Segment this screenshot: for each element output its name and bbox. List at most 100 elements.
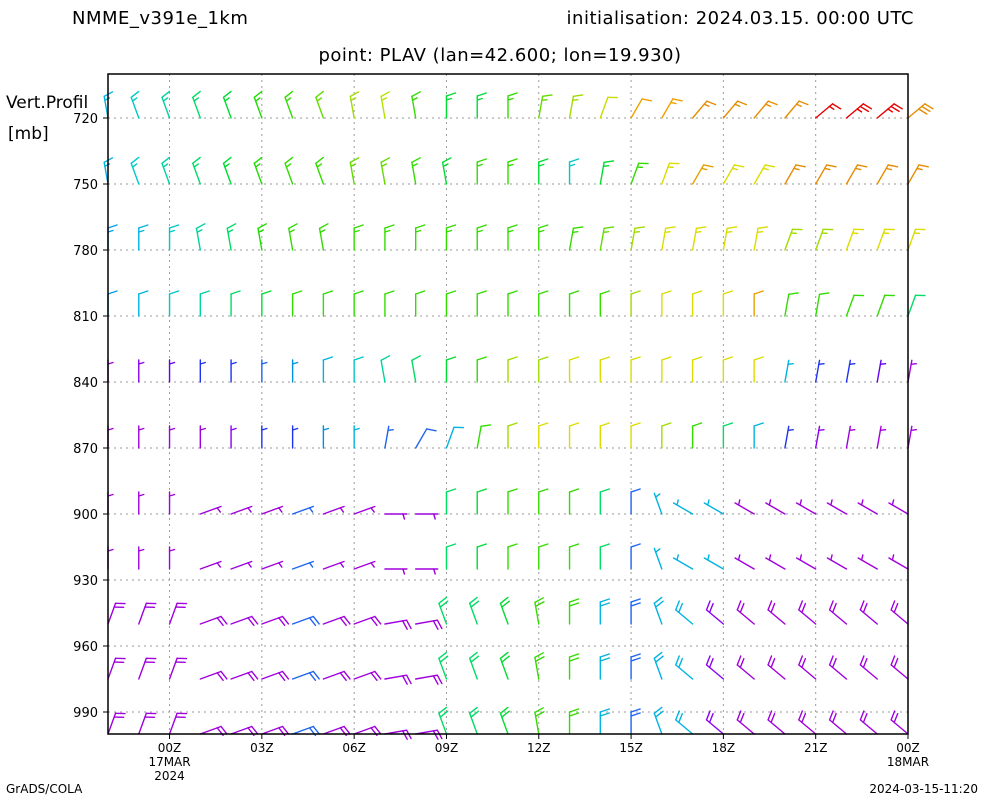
wind-barb [230,560,253,570]
barb-half-feather [381,163,388,167]
barb-feather [599,488,611,493]
barb-half-feather [254,97,261,102]
barb-feather [862,602,868,614]
barb-feather [788,292,799,296]
barb-feather [425,428,437,432]
barb-feather [801,602,807,614]
barb-half-feather [168,427,176,431]
barb-feather [603,160,615,164]
wind-barb [675,600,694,625]
barb-half-feather [823,167,831,171]
barb-half-feather [285,97,292,102]
wind-barb [845,359,856,383]
barb-half-feather [199,361,207,365]
barb-feather [675,655,680,666]
barb-half-feather [193,97,200,102]
barb-feather [130,156,140,165]
wind-barb [445,224,457,251]
wind-barb [784,228,803,251]
wind-barb [568,226,584,251]
barb-feather [438,651,448,660]
wind-barb [291,359,299,383]
barb-feather [411,157,421,164]
wind-barb [414,619,443,630]
wind-barb [753,290,764,317]
barb-half-feather [787,428,794,431]
wind-barb [661,162,680,185]
wind-barb [599,226,615,251]
barb-feather [349,91,360,98]
barb-feather [798,655,804,666]
wind-barb [469,706,480,735]
wind-barb [130,156,140,185]
barb-feather [599,708,611,713]
wind-barb [814,359,825,383]
wind-barb [675,655,694,680]
wind-barb [438,596,449,625]
barb-feather [470,710,480,718]
barb-half-feather [227,229,234,233]
barb-feather [722,290,734,295]
barb-half-feather [247,507,252,513]
barb-half-feather [411,163,418,167]
wind-barb [291,615,320,626]
barb-feather [476,92,487,97]
wind-barb [845,294,865,317]
wind-barb [876,359,887,383]
barb-half-feather [107,548,114,552]
barb-feather [374,615,382,625]
barb-feather [339,672,347,681]
wind-barb [384,619,412,630]
x-tick-label: 00Z [158,741,182,755]
plot-frame [107,73,909,735]
barb-feather [469,706,478,715]
wind-barb [222,156,232,185]
barb-half-feather [138,427,145,431]
barb-feather [538,224,549,229]
barb-feather [767,655,773,666]
barb-feather [767,100,778,106]
wind-barb [349,91,360,119]
wind-barb [199,359,207,383]
barb-half-feather [916,167,923,171]
barb-half-feather [384,229,391,233]
barb-half-feather [104,97,111,101]
wind-barb [168,290,180,317]
barb-half-feather [258,229,265,233]
barb-feather [568,653,580,658]
wind-barb [845,228,865,251]
wind-barb [722,290,734,317]
barb-feather [257,223,268,230]
wind-barb [661,356,672,383]
barb-half-feather [818,428,825,431]
barb-feather [222,156,232,165]
barb-feather [199,290,211,295]
barb-half-feather [414,229,422,233]
barb-feather [661,422,672,427]
wind-barb [107,712,126,735]
barb-feather [308,617,317,626]
barb-half-feather [216,562,222,568]
barb-feather [599,712,611,717]
barb-feather [318,223,329,230]
barb-feather [384,224,395,229]
wind-barb [353,425,360,449]
barb-feather [691,290,703,295]
barb-feather [568,657,580,662]
barb-half-feather [476,163,483,167]
wind-barb [568,598,580,625]
barb-feather [921,105,931,113]
barb-feather [630,543,641,548]
barb-half-feather [848,362,856,365]
barb-feather [432,675,439,685]
barb-half-feather [633,230,641,233]
barb-feather [507,356,518,361]
barb-half-feather [278,562,283,568]
barb-half-feather [445,97,453,101]
barb-shaft [907,294,917,317]
barb-half-feather [168,229,176,233]
barb-half-feather [168,493,176,497]
wind-barb [907,103,934,119]
barb-feather [499,706,509,715]
barb-half-feather [168,548,176,552]
